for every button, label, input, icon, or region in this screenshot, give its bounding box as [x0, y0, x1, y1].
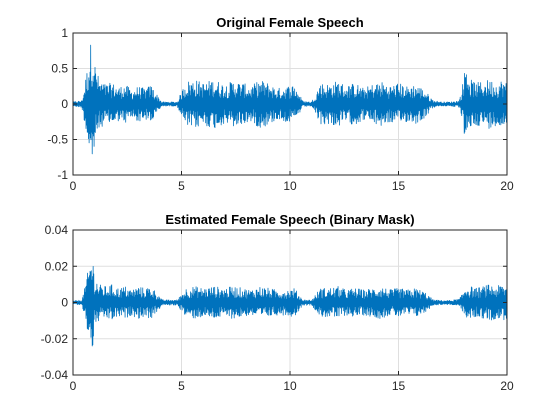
x-tick-label: 0	[70, 179, 77, 193]
y-tick-label: 0.04	[45, 223, 69, 237]
x-tick-label: 10	[283, 179, 297, 193]
x-tick-label: 0	[70, 379, 77, 393]
y-tick-label: 0.02	[45, 259, 69, 273]
x-tick-label: 15	[392, 179, 406, 193]
axes-estimated-female-speech: Estimated Female Speech (Binary Mask) 0 5…	[41, 212, 514, 393]
plot-title-original: Original Female Speech	[216, 15, 363, 30]
y-tick-label: -0.02	[41, 332, 69, 346]
y-tick-label: 1	[61, 26, 68, 40]
y-tick-label: 0.5	[51, 62, 68, 76]
y-tick-label: -1	[57, 168, 68, 182]
x-tick-label: 20	[500, 179, 514, 193]
speech-waveform	[72, 44, 508, 155]
x-tick-label: 5	[178, 379, 185, 393]
y-tick-label: -0.5	[47, 133, 68, 147]
x-tick-label: 5	[178, 179, 185, 193]
x-tick-label: 20	[500, 379, 514, 393]
x-tick-label: 10	[283, 379, 297, 393]
axes-original-female-speech: Original Female Speech 0 5 10 15 20 -1 -0.5 0 0.…	[47, 15, 514, 193]
y-tick-label: -0.04	[41, 368, 69, 382]
x-tick-label: 15	[392, 379, 406, 393]
y-tick-label: 0	[61, 97, 68, 111]
speech-waveform	[72, 265, 508, 347]
y-tick-label: 0	[61, 296, 68, 310]
plot-title-estimated: Estimated Female Speech (Binary Mask)	[165, 212, 414, 227]
